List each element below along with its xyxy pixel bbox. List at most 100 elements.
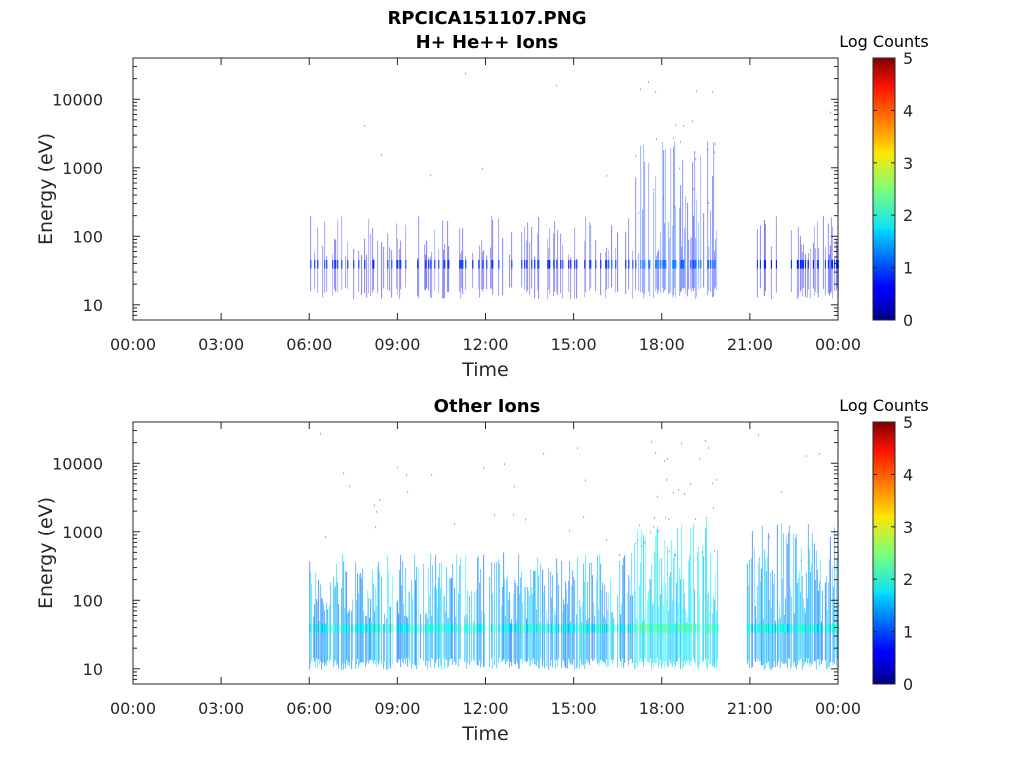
heatmap-cell: [456, 624, 458, 633]
heatmap-cell: [683, 124, 685, 127]
heatmap-cell: [650, 579, 652, 659]
heatmap-cell: [357, 573, 359, 659]
heatmap-cell: [556, 258, 558, 293]
heatmap-cell: [337, 582, 339, 664]
heatmap-cell: [674, 554, 676, 557]
heatmap-cell: [498, 218, 500, 296]
x-tick-label: 00:00: [110, 335, 156, 354]
heatmap-cell: [365, 624, 367, 633]
heatmap-cell: [373, 583, 375, 665]
heatmap-cell: [573, 624, 575, 633]
heatmap-cell: [601, 624, 603, 633]
y-tick-label: 1000: [62, 159, 103, 178]
heatmap-cell: [671, 540, 673, 665]
heatmap-cell: [587, 624, 589, 633]
heatmap-cell: [343, 624, 345, 633]
heatmap-cell: [591, 562, 593, 659]
heatmap-cell: [491, 624, 493, 633]
heatmap-cell: [759, 624, 761, 633]
heatmap-cell: [829, 624, 831, 633]
heatmap-cell: [568, 624, 570, 633]
heatmap-cell: [567, 603, 569, 669]
heatmap-cell: [620, 624, 622, 633]
heatmap-cell: [472, 260, 474, 269]
heatmap-cell: [534, 571, 536, 664]
x-axis-label: Time: [461, 723, 509, 745]
heatmap-cell: [803, 624, 805, 633]
heatmap-cell: [564, 604, 566, 667]
colorbar-tick-label: 4: [903, 101, 913, 120]
y-axis-label: Energy (eV): [35, 497, 57, 609]
heatmap-cell: [570, 257, 572, 300]
heatmap-cell: [669, 624, 671, 633]
heatmap-cell: [536, 609, 538, 666]
heatmap-cell: [680, 260, 682, 269]
heatmap-cell: [717, 624, 719, 633]
heatmap-cell: [756, 624, 758, 633]
heatmap-cell: [594, 624, 596, 633]
heatmap-cell: [494, 562, 496, 665]
heatmap-cell: [694, 151, 696, 154]
heatmap-cell: [675, 554, 677, 557]
heatmap-cell: [686, 621, 688, 661]
heatmap-cell: [520, 577, 522, 660]
heatmap-cell: [561, 624, 563, 633]
heatmap-cell: [639, 624, 641, 633]
heatmap-cell: [531, 227, 533, 289]
heatmap-cell: [790, 624, 792, 633]
x-tick-label: 09:00: [374, 335, 420, 354]
heatmap-cell: [565, 624, 567, 633]
heatmap-cell: [574, 624, 576, 633]
heatmap-cell: [547, 239, 549, 300]
heatmap-cell: [672, 260, 674, 269]
heatmap-cell: [543, 624, 545, 633]
heatmap-cell: [428, 567, 430, 661]
heatmap-cell: [672, 600, 674, 667]
heatmap-cell: [678, 488, 680, 491]
heatmap-cell: [686, 624, 688, 633]
heatmap-cell: [690, 260, 692, 269]
heatmap-cell: [705, 624, 707, 633]
heatmap-cell: [664, 624, 666, 633]
heatmap-cell: [658, 624, 660, 633]
heatmap-cell: [688, 560, 690, 660]
heatmap-cell: [491, 562, 493, 659]
heatmap-cell: [714, 550, 716, 553]
heatmap-cell: [813, 543, 815, 661]
heatmap-cell: [553, 260, 555, 269]
heatmap-cell: [404, 615, 406, 659]
heatmap-cell: [451, 624, 453, 633]
heatmap-cell: [542, 569, 544, 667]
heatmap-cell: [309, 624, 311, 633]
heatmap-cell: [343, 472, 345, 475]
heatmap-cell: [657, 251, 659, 295]
heatmap-cell: [386, 618, 388, 670]
heatmap-cell: [624, 555, 626, 663]
heatmap-cell: [562, 624, 564, 633]
heatmap-cell: [438, 249, 440, 293]
heatmap-cell: [589, 563, 591, 666]
heatmap-cell: [544, 624, 546, 633]
heatmap-cell: [546, 610, 548, 667]
heatmap-cell: [430, 553, 432, 668]
heatmap-cell: [600, 252, 602, 296]
heatmap-cell: [504, 463, 506, 466]
heatmap-cell: [764, 260, 766, 269]
heatmap-cell: [622, 564, 624, 659]
heatmap-cell: [804, 260, 806, 269]
heatmap-cell: [693, 260, 695, 269]
heatmap-cell: [769, 624, 771, 633]
heatmap-cell: [707, 593, 709, 670]
heatmap-cell: [598, 624, 600, 633]
heatmap-cell: [642, 624, 644, 633]
heatmap-cell: [316, 624, 318, 633]
heatmap-cell: [766, 556, 768, 664]
heatmap-cell: [399, 570, 401, 660]
heatmap-cell: [660, 624, 662, 633]
heatmap-cell: [665, 624, 667, 633]
heatmap-cell: [381, 242, 383, 299]
heatmap-cell: [451, 577, 453, 659]
heatmap-cell: [558, 624, 560, 633]
heatmap-cell: [673, 260, 675, 269]
heatmap-cell: [466, 614, 468, 669]
